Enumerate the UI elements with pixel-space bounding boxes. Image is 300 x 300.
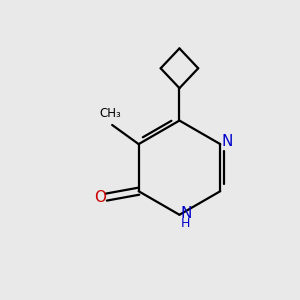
Text: N: N bbox=[221, 134, 232, 149]
Text: H: H bbox=[181, 217, 190, 230]
Text: CH₃: CH₃ bbox=[100, 107, 122, 120]
Text: O: O bbox=[94, 190, 106, 205]
Text: N: N bbox=[180, 206, 192, 221]
